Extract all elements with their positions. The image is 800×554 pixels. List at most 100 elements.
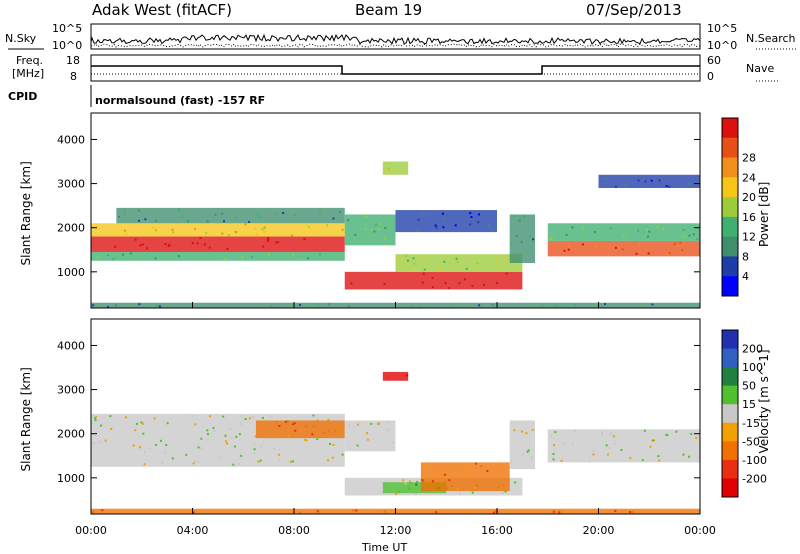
echo-speckle xyxy=(253,448,256,451)
echo-speckle xyxy=(629,511,632,514)
echo-speckle xyxy=(92,304,95,307)
y-tick-label: 1000 xyxy=(57,266,85,279)
echo-speckle xyxy=(417,218,420,221)
echo-speckle xyxy=(155,219,158,222)
echo-speckle xyxy=(571,443,574,446)
echo-speckle xyxy=(141,243,144,246)
echo-speckle xyxy=(129,252,132,255)
echo-speckle xyxy=(254,227,257,230)
echo-speckle xyxy=(303,438,306,441)
echo-speckle xyxy=(594,231,597,234)
echo-speckle xyxy=(366,431,369,434)
colorbar-segment xyxy=(722,216,738,238)
colorbar-label: Power [dB] xyxy=(757,182,771,247)
echo-speckle xyxy=(165,443,168,446)
echo-speckle xyxy=(291,423,294,426)
echo-region xyxy=(420,462,510,492)
echo-speckle xyxy=(154,257,157,260)
echo-speckle xyxy=(282,211,285,214)
echo-speckle xyxy=(177,208,180,211)
echo-speckle xyxy=(651,439,654,442)
echo-speckle xyxy=(649,445,652,448)
echo-speckle xyxy=(166,422,169,425)
echo-speckle xyxy=(478,213,481,216)
echo-speckle xyxy=(422,211,425,214)
echo-speckle xyxy=(621,248,624,251)
echo-speckle xyxy=(620,448,623,451)
echo-speckle xyxy=(160,439,163,442)
colorbar-tick-label: 50 xyxy=(742,380,756,393)
colorbar-segment xyxy=(722,385,738,405)
echo-speckle xyxy=(94,417,97,420)
echo-speckle xyxy=(456,487,459,490)
echo-speckle xyxy=(139,447,142,450)
echo-speckle xyxy=(355,509,358,512)
echo-speckle xyxy=(610,432,613,435)
echo-speckle xyxy=(262,245,265,248)
x-tick-label: 00:00 xyxy=(684,524,716,537)
echo-speckle xyxy=(263,230,266,233)
echo-speckle xyxy=(290,234,293,237)
echo-speckle xyxy=(514,481,517,484)
echo-speckle xyxy=(455,257,458,260)
echo-speckle xyxy=(523,216,526,219)
echo-speckle xyxy=(318,253,321,256)
echo-speckle xyxy=(522,214,525,217)
echo-speckle xyxy=(422,272,425,275)
echo-speckle xyxy=(370,229,373,232)
echo-speckle xyxy=(311,433,314,436)
echo-speckle xyxy=(293,422,296,425)
echo-speckle xyxy=(208,246,211,249)
echo-speckle xyxy=(142,422,145,425)
echo-speckle xyxy=(405,374,408,377)
echo-speckle xyxy=(386,428,389,431)
echo-speckle xyxy=(515,235,518,238)
echo-speckle xyxy=(413,262,416,265)
echo-speckle xyxy=(666,253,669,256)
cpid-label: CPID xyxy=(8,90,37,103)
echo-speckle xyxy=(122,253,125,256)
echo-region xyxy=(91,223,345,237)
echo-speckle xyxy=(208,415,211,418)
echo-speckle xyxy=(668,252,671,255)
echo-speckle xyxy=(554,431,557,434)
echo-speckle xyxy=(573,430,576,433)
echo-speckle xyxy=(644,180,647,183)
echo-speckle xyxy=(681,249,684,252)
echo-speckle xyxy=(199,236,202,239)
echo-speckle xyxy=(235,231,238,234)
echo-speckle xyxy=(256,233,259,236)
echo-speckle xyxy=(226,247,229,250)
echo-speckle xyxy=(145,247,148,250)
echo-speckle xyxy=(167,245,170,248)
echo-speckle xyxy=(447,287,450,290)
echo-speckle xyxy=(591,450,594,453)
echo-speckle xyxy=(527,449,530,452)
echo-region xyxy=(255,420,345,439)
echo-speckle xyxy=(316,303,319,306)
echo-speckle xyxy=(504,259,507,262)
echo-speckle xyxy=(603,303,606,306)
echo-speckle xyxy=(431,276,434,279)
echo-speckle xyxy=(411,305,414,308)
echo-speckle xyxy=(496,282,499,285)
echo-speckle xyxy=(480,465,483,468)
power-panel: 1000 2000 3000 4000 Slant Range [km] 4 8 12 16 20… xyxy=(19,112,771,309)
echo-speckle xyxy=(552,458,555,461)
echo-speckle xyxy=(193,228,196,231)
echo-speckle xyxy=(258,215,261,218)
echo-speckle xyxy=(251,416,254,419)
colorbar-tick-label: 20 xyxy=(742,191,756,204)
echo-speckle xyxy=(248,417,251,420)
echo-speckle xyxy=(456,261,459,264)
echo-speckle xyxy=(510,460,513,463)
echo-speckle xyxy=(487,225,490,228)
echo-speckle xyxy=(221,232,224,235)
echo-speckle xyxy=(144,218,147,221)
echo-speckle xyxy=(581,227,584,230)
x-tick-label: 20:00 xyxy=(583,524,615,537)
echo-speckle xyxy=(395,492,398,495)
echo-speckle xyxy=(251,255,254,258)
echo-speckle xyxy=(384,169,387,172)
echo-speckle xyxy=(444,282,447,285)
